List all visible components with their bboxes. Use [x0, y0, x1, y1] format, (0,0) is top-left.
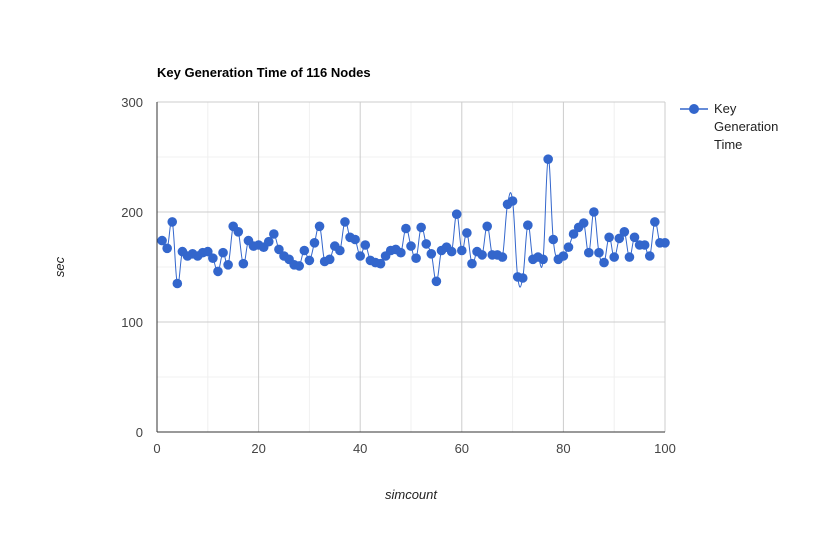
data-point [523, 220, 533, 230]
data-point [411, 253, 421, 263]
data-point [629, 232, 640, 243]
data-point [324, 254, 335, 265]
data-point [477, 250, 487, 260]
data-point [584, 247, 594, 258]
x-axis-title: simcount [385, 487, 438, 502]
x-tick-label: 20 [251, 441, 265, 456]
data-point [213, 266, 223, 277]
legend-label: Key Generation Time [714, 101, 782, 152]
x-tick-labels: 0 20 40 60 80 100 [153, 441, 675, 456]
data-point [335, 245, 345, 256]
legend-marker [689, 104, 699, 114]
data-point [263, 236, 274, 247]
data-point [203, 246, 213, 257]
legend-label-line: Time [714, 137, 742, 152]
data-point [650, 217, 660, 227]
data-point [426, 249, 437, 259]
data-point [538, 254, 548, 265]
data-point [624, 252, 635, 262]
data-point [167, 217, 178, 227]
data-point [294, 261, 305, 271]
data-point [604, 232, 614, 243]
x-tick-label: 100 [654, 441, 676, 456]
data-point [467, 258, 477, 269]
data-point [274, 244, 284, 255]
data-point [507, 196, 518, 206]
data-point [431, 276, 442, 287]
data-point [233, 227, 244, 237]
data-point [543, 154, 553, 164]
data-point [619, 227, 630, 237]
x-tick-label: 40 [353, 441, 367, 456]
data-point [355, 251, 366, 261]
data-point [314, 221, 325, 232]
data-point [462, 228, 472, 238]
y-tick-label: 300 [121, 95, 143, 110]
data-point [223, 260, 233, 270]
data-point [639, 240, 650, 250]
data-point [396, 247, 406, 258]
x-tick-label: 60 [455, 441, 469, 456]
y-axis-title: sec [52, 256, 67, 277]
y-tick-label: 100 [121, 315, 143, 330]
data-point [609, 252, 619, 262]
data-point [614, 233, 625, 244]
data-point [644, 251, 655, 261]
data-point [446, 246, 457, 257]
data-point [517, 273, 528, 283]
data-point [548, 234, 559, 245]
data-point [406, 241, 416, 251]
x-tick-label: 0 [153, 441, 160, 456]
data-points [157, 154, 670, 289]
data-point [340, 217, 350, 227]
data-point [497, 252, 508, 262]
data-point [208, 253, 218, 263]
data-point [269, 229, 279, 239]
data-point [563, 242, 574, 252]
data-point [172, 278, 183, 289]
data-point [558, 251, 569, 261]
data-point [589, 207, 599, 217]
data-point [416, 222, 426, 233]
data-point [568, 229, 579, 239]
data-point [578, 218, 589, 228]
data-point [482, 221, 493, 232]
data-point [238, 258, 249, 269]
legend: Key Generation Time [680, 101, 782, 152]
data-point [218, 247, 228, 258]
series-line [161, 158, 666, 288]
series-line-key-generation-time [161, 158, 666, 288]
data-point [594, 247, 604, 258]
data-point [309, 238, 320, 248]
data-point [660, 238, 670, 248]
data-point [162, 243, 172, 254]
data-point [457, 245, 467, 256]
legend-label-line: Key [714, 101, 737, 116]
data-point [350, 234, 360, 245]
data-point [299, 245, 310, 256]
data-point [451, 209, 462, 219]
y-tick-label: 200 [121, 205, 143, 220]
data-point [157, 235, 167, 246]
data-point [599, 257, 609, 268]
chart-title: Key Generation Time of 116 Nodes [157, 65, 371, 80]
legend-label-line: Generation [714, 119, 778, 134]
data-point [375, 258, 386, 269]
gridlines [157, 101, 666, 432]
data-point [401, 223, 411, 234]
x-tick-label: 80 [556, 441, 570, 456]
data-point [421, 239, 432, 249]
data-point [360, 240, 371, 250]
data-point [304, 255, 315, 266]
y-tick-labels: 0 100 200 300 [121, 95, 143, 440]
y-tick-label: 0 [136, 425, 143, 440]
